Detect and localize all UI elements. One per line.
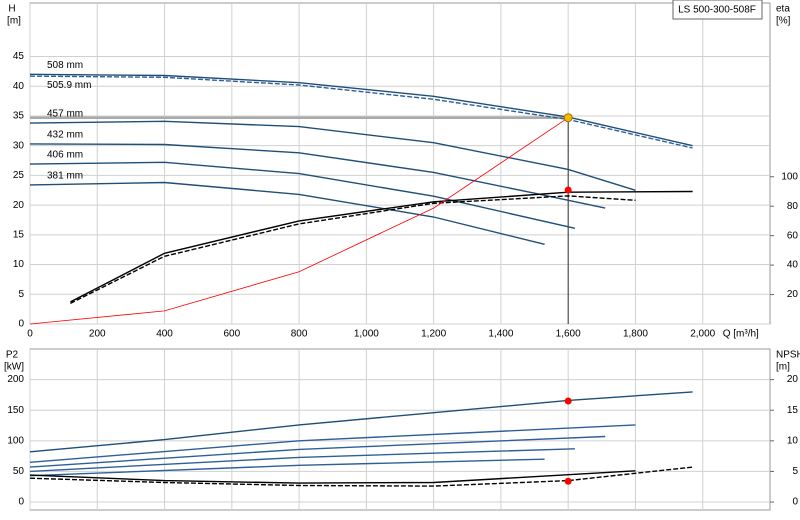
duty-point: [563, 113, 573, 123]
y2-axis-unit: [m]: [776, 362, 790, 373]
curve: [29, 448, 575, 473]
y-axis-label: H: [8, 4, 15, 15]
y-tick-label: 10: [13, 259, 25, 270]
y-tick-label: 200: [7, 374, 24, 385]
curve: [29, 143, 606, 209]
y-tick-label: 25: [13, 170, 25, 181]
curve: [29, 435, 606, 468]
x-tick-label: 0: [27, 329, 33, 340]
y-tick-label: 35: [13, 111, 25, 122]
x-tick-label: 1,200: [421, 329, 446, 340]
y-tick-label: 100: [7, 435, 24, 446]
curve: [29, 75, 693, 149]
operating-point: [564, 186, 572, 194]
y-tick-label: 150: [7, 405, 24, 416]
x-tick-label: 400: [156, 329, 173, 340]
y-axis-unit: [m]: [7, 16, 21, 27]
impeller-label: 406 mm: [47, 150, 83, 161]
impeller-label: 505.9 mm: [47, 80, 91, 91]
y2-tick-label: 10: [787, 435, 799, 446]
curve: [29, 181, 545, 245]
y2-axis-unit: [%]: [776, 16, 791, 27]
y2-tick-label: 5: [792, 466, 798, 477]
y-axis-unit: [kW]: [4, 362, 24, 373]
curve: [29, 120, 636, 191]
impeller-label: 457 mm: [47, 109, 83, 120]
y-tick-label: 0: [18, 497, 24, 508]
y2-axis-label: eta: [776, 4, 790, 15]
x-tick-label: 1,400: [488, 329, 513, 340]
x-tick-label: 1,600: [556, 329, 581, 340]
operating-point: [564, 397, 572, 405]
y-tick-label: 40: [13, 81, 25, 92]
y-axis-label: P2: [6, 350, 19, 361]
y2-tick-label: 100: [781, 171, 798, 182]
impeller-label: 432 mm: [47, 130, 83, 141]
y-tick-label: 15: [13, 229, 25, 240]
y2-tick-label: 40: [787, 260, 799, 271]
x-tick-label: 200: [89, 329, 106, 340]
x-tick-label: 1,000: [354, 329, 379, 340]
y2-axis-label: NPSH: [776, 350, 800, 361]
curve: [29, 424, 636, 463]
y-tick-label: 0: [18, 319, 24, 330]
plot-frame: [29, 348, 771, 511]
y2-tick-label: 80: [787, 201, 799, 212]
curve: [29, 466, 693, 487]
x-tick-label: 600: [223, 329, 240, 340]
x-tick-label: 1,800: [623, 329, 648, 340]
curve: [29, 73, 693, 147]
title-box: [672, 0, 763, 20]
y-tick-label: 30: [13, 140, 25, 151]
y-tick-label: 50: [13, 466, 25, 477]
curve: [29, 161, 576, 229]
curve: [29, 117, 569, 325]
plot-frame: [29, 2, 771, 325]
y-tick-label: 5: [18, 289, 24, 300]
curve: [29, 458, 545, 477]
curve: [29, 391, 693, 453]
curve: [29, 470, 636, 484]
chart-title: LS 500-300-508F: [678, 5, 756, 16]
y2-tick-label: 60: [787, 230, 799, 241]
curve: [70, 190, 693, 303]
curve: [70, 195, 636, 305]
y2-tick-label: 20: [787, 289, 799, 300]
x-tick-label: 800: [291, 329, 308, 340]
x-tick-label: 2,000: [690, 329, 715, 340]
impeller-label: 381 mm: [47, 171, 83, 182]
y2-tick-label: 20: [787, 374, 799, 385]
y2-tick-label: 0: [792, 497, 798, 508]
y2-tick-label: 15: [787, 405, 799, 416]
y-tick-label: 45: [13, 51, 25, 62]
x-axis-label: Q [m³/h]: [723, 329, 759, 340]
impeller-label: 508 mm: [47, 60, 83, 71]
y-tick-label: 20: [13, 200, 25, 211]
operating-point: [564, 477, 572, 485]
